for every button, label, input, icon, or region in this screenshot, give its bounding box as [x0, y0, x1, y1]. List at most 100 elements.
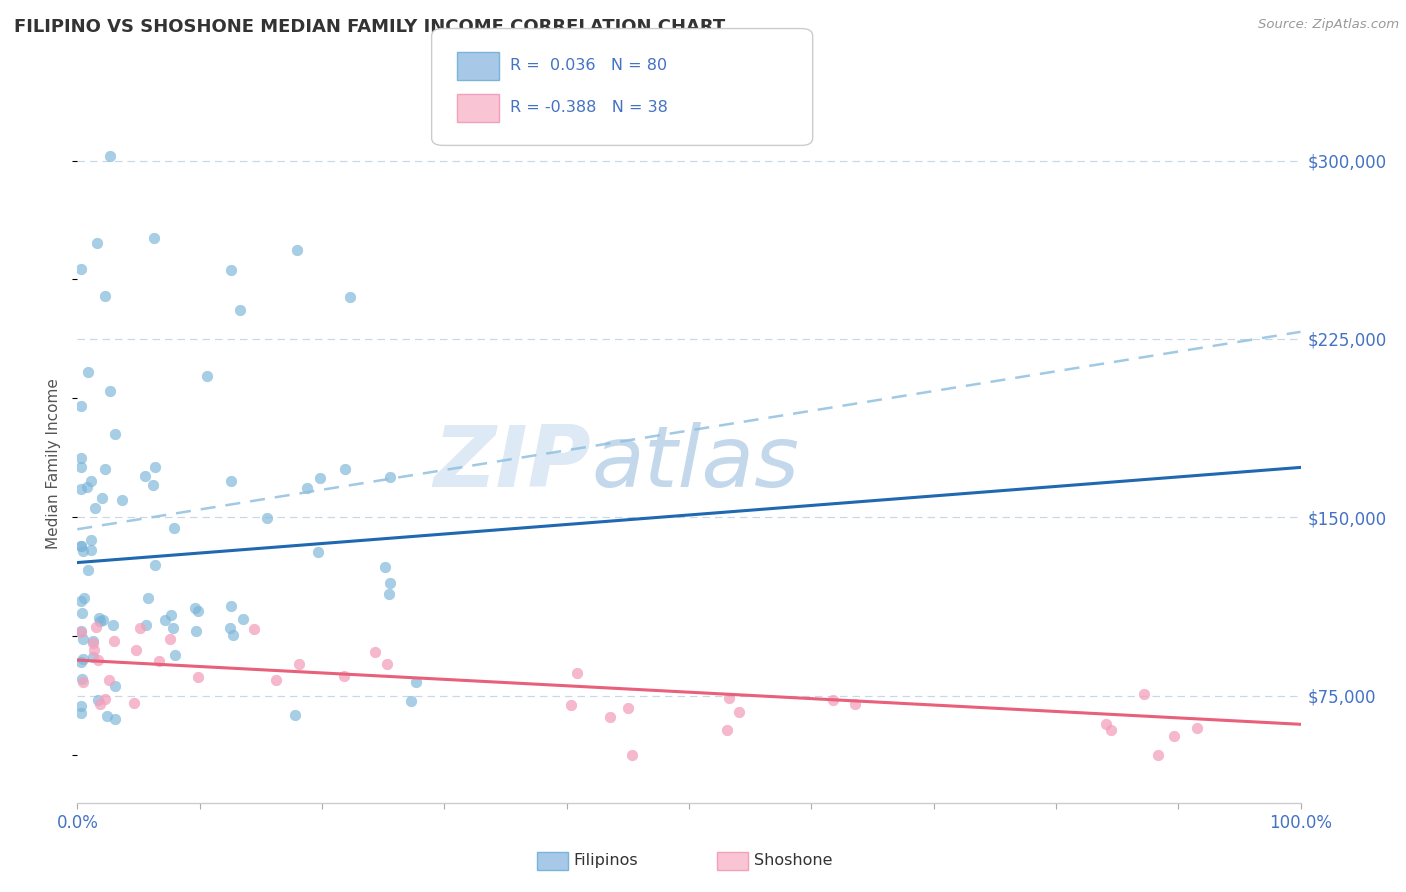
Point [70, 450, 93, 465]
Point [374, 559, 396, 574]
Point [110, 493, 132, 508]
Point [266, 673, 288, 688]
Point [218, 621, 240, 635]
Point [159, 632, 181, 646]
Point [163, 520, 186, 534]
Point [1185, 721, 1208, 735]
Point [377, 587, 399, 601]
Y-axis label: Median Family Income: Median Family Income [46, 378, 62, 549]
Point [229, 303, 252, 318]
Point [1099, 723, 1122, 738]
Point [844, 697, 866, 711]
Point [83, 501, 105, 516]
Text: atlas: atlas [591, 422, 799, 506]
Point [87, 653, 110, 667]
Point [70, 594, 93, 608]
Point [70, 460, 93, 475]
Point [560, 698, 582, 713]
Point [104, 426, 127, 441]
Point [307, 545, 329, 559]
Point [124, 643, 146, 657]
Point [222, 628, 245, 642]
Point [91, 613, 114, 627]
Text: FILIPINO VS SHOSHONE MEDIAN FAMILY INCOME CORRELATION CHART: FILIPINO VS SHOSHONE MEDIAN FAMILY INCOM… [14, 18, 725, 36]
Point [138, 591, 160, 605]
Point [70, 261, 93, 276]
Point [405, 675, 427, 690]
Point [727, 705, 749, 719]
Point [101, 618, 124, 632]
Point [718, 690, 741, 705]
Point [82, 650, 104, 665]
Point [83, 642, 105, 657]
Point [129, 621, 152, 635]
Point [565, 665, 588, 680]
Point [242, 622, 264, 636]
Point [399, 694, 422, 708]
Point [163, 648, 186, 662]
Point [73, 591, 96, 606]
Point [89, 697, 111, 711]
Point [84, 620, 107, 634]
Point [104, 679, 127, 693]
Point [197, 368, 219, 383]
Point [153, 613, 176, 627]
Point [378, 470, 401, 484]
Point [70, 699, 93, 714]
Point [93, 288, 115, 302]
Point [96, 709, 118, 723]
Point [70, 607, 93, 621]
Point [70, 539, 93, 553]
Point [617, 700, 640, 714]
Point [70, 672, 93, 686]
Point [93, 692, 115, 706]
Point [72, 675, 94, 690]
Point [80, 475, 103, 489]
Point [89, 614, 111, 628]
Point [332, 668, 354, 682]
Point [76, 480, 98, 494]
Point [70, 625, 93, 640]
Text: R = -0.388   N = 38: R = -0.388 N = 38 [510, 100, 668, 114]
Point [91, 491, 114, 505]
Point [72, 544, 94, 558]
Point [295, 481, 318, 495]
Point [219, 263, 242, 277]
Point [98, 384, 121, 399]
Point [143, 558, 166, 573]
Point [380, 576, 402, 591]
Point [620, 748, 643, 763]
Point [716, 723, 738, 738]
Point [256, 510, 278, 524]
Point [103, 634, 125, 648]
Point [1133, 687, 1156, 701]
Point [70, 624, 93, 639]
Point [89, 611, 111, 625]
Point [124, 696, 146, 710]
Point [285, 243, 308, 257]
Point [134, 469, 156, 483]
Point [79, 542, 101, 557]
Point [333, 462, 356, 476]
Point [288, 657, 311, 671]
Point [86, 236, 108, 251]
Point [72, 651, 94, 665]
Point [98, 149, 121, 163]
Point [72, 632, 94, 647]
Point [1147, 748, 1170, 763]
Text: Filipinos: Filipinos [574, 854, 638, 868]
Point [187, 604, 209, 618]
Point [160, 608, 183, 623]
Point [94, 461, 117, 475]
Point [184, 601, 207, 615]
Point [82, 634, 104, 648]
Point [339, 290, 361, 304]
Text: R =  0.036   N = 80: R = 0.036 N = 80 [510, 58, 668, 72]
Point [87, 693, 110, 707]
Point [135, 618, 157, 632]
Point [162, 621, 184, 635]
Text: Source: ZipAtlas.com: Source: ZipAtlas.com [1258, 18, 1399, 31]
Text: Shoshone: Shoshone [754, 854, 832, 868]
Point [599, 710, 621, 724]
Point [1163, 729, 1185, 743]
